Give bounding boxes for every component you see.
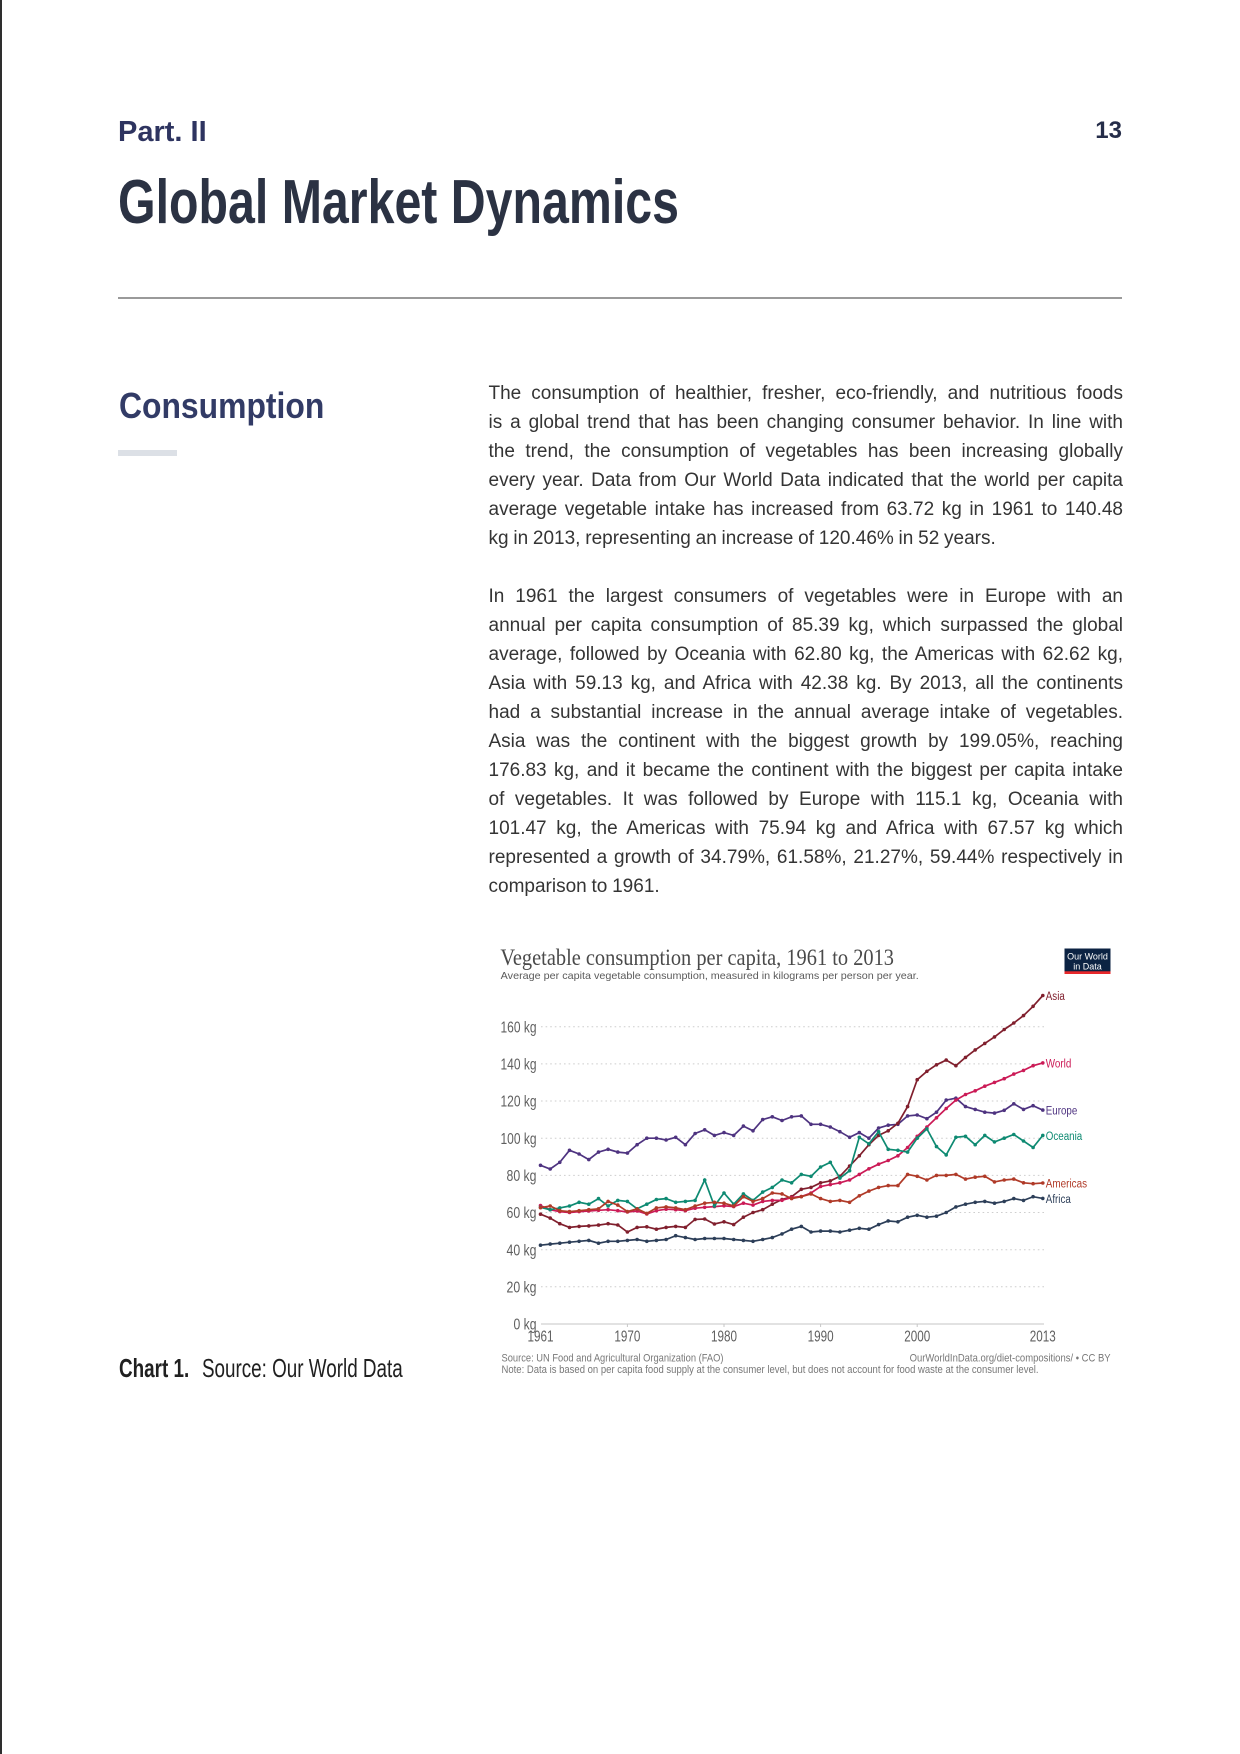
svg-text:20 kg: 20 kg [507,1280,537,1297]
svg-text:Source: UN Food and Agricultur: Source: UN Food and Agricultural Organiz… [502,1353,724,1365]
svg-text:1990: 1990 [808,1329,834,1346]
svg-text:100 kg: 100 kg [501,1131,537,1148]
svg-text:Africa: Africa [1046,1194,1072,1206]
svg-text:1970: 1970 [614,1329,640,1346]
svg-text:2013: 2013 [1030,1329,1056,1346]
svg-text:2000: 2000 [904,1329,930,1346]
svg-text:60 kg: 60 kg [507,1205,537,1222]
svg-text:Oceania: Oceania [1046,1131,1083,1143]
svg-text:0 kg: 0 kg [514,1317,537,1334]
svg-text:140 kg: 140 kg [501,1057,537,1074]
svg-text:Asia: Asia [1046,991,1066,1003]
svg-text:1961: 1961 [528,1329,554,1346]
svg-text:World: World [1046,1058,1072,1070]
svg-text:120 kg: 120 kg [501,1094,537,1111]
svg-text:OurWorldInData.org/diet-compos: OurWorldInData.org/diet-compositions/ • … [910,1353,1112,1365]
svg-text:in Data: in Data [1073,961,1102,971]
svg-text:40 kg: 40 kg [507,1242,537,1259]
svg-text:Vegetable consumption per capi: Vegetable consumption per capita, 1961 t… [500,945,894,970]
svg-text:160 kg: 160 kg [501,1019,537,1036]
svg-text:Note: Data is based on per cap: Note: Data is based on per capita food s… [502,1364,1039,1376]
svg-text:Americas: Americas [1046,1179,1088,1191]
svg-text:1980: 1980 [711,1329,737,1346]
svg-text:Europe: Europe [1046,1106,1078,1118]
svg-text:Average per capita vegetable c: Average per capita vegetable consumption… [501,970,919,982]
svg-text:80 kg: 80 kg [507,1168,537,1185]
svg-text:Our World: Our World [1067,952,1108,962]
